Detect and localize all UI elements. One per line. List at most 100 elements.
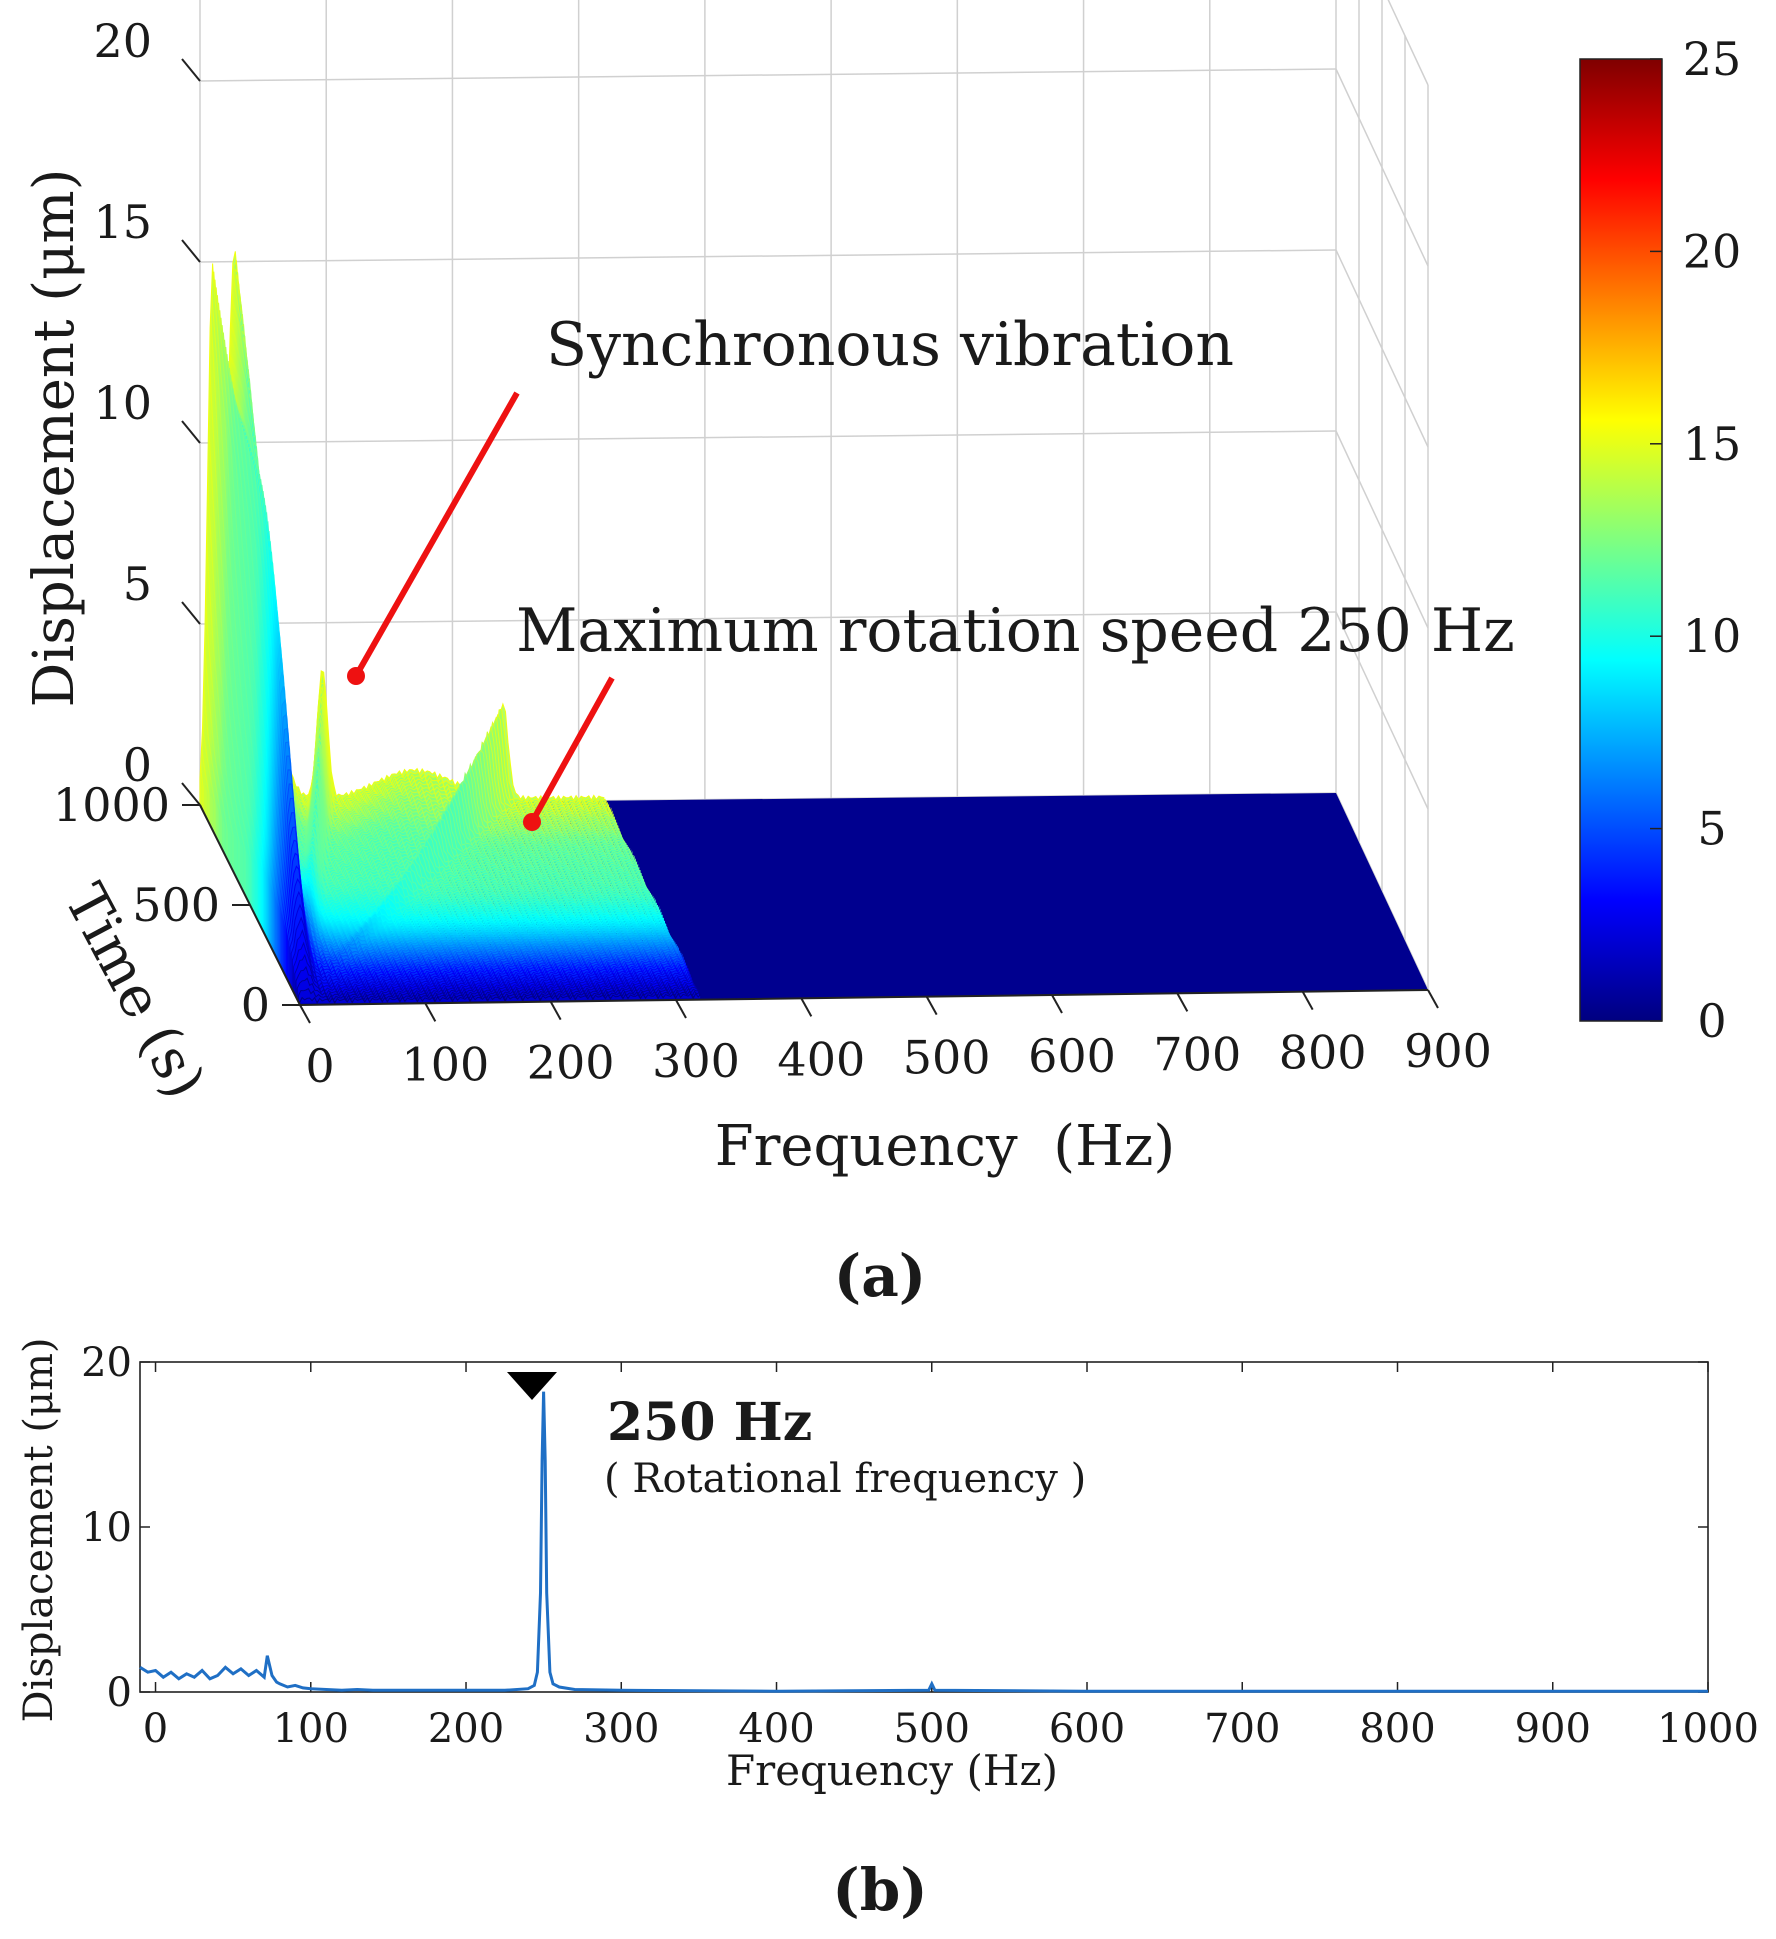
x-tick-label: 500 <box>903 1031 991 1085</box>
panel-b: 0 100 200 300 400 500 600 700 800 900 1000 0 10 20 2… <box>16 1338 1759 1925</box>
z-tick-label: 20 <box>93 14 152 68</box>
panel-b-y-axis-label: Displacement (μm) <box>16 1338 62 1723</box>
panel-b-peak-label: 250 Hz <box>607 1392 812 1453</box>
y-tick-label: 0 <box>107 1670 132 1716</box>
annotation-max-speed-dot <box>523 813 541 831</box>
x-tick-label: 600 <box>1049 1706 1125 1752</box>
x-tick-label: 1000 <box>1657 1706 1759 1752</box>
z-tick <box>181 420 201 444</box>
panel-b-plot-frame <box>139 1361 1709 1693</box>
x-tick-label: 700 <box>1153 1027 1241 1081</box>
annotation-max-speed: Maximum rotation speed 250 Hz <box>516 596 1515 831</box>
panel-a-label: (a) <box>834 1242 926 1310</box>
x-tick-label: 400 <box>777 1032 865 1086</box>
colorbar: 0 5 10 15 20 25 <box>1579 32 1741 1048</box>
colorbar-tick-label: 20 <box>1683 224 1742 278</box>
x-tick <box>1051 994 1063 1014</box>
z-tick <box>181 239 201 263</box>
x-tick-label: 900 <box>1404 1024 1492 1078</box>
x-tick <box>1176 992 1189 1012</box>
colorbar-tick-label: 5 <box>1697 802 1726 856</box>
panel-a-z-axis-label: Displacement (μm) <box>22 169 87 708</box>
panel-b-peak-marker <box>507 1372 557 1400</box>
grid-line <box>199 249 1337 263</box>
x-tick-label: 800 <box>1279 1026 1367 1080</box>
waterfall-slice <box>289 903 692 986</box>
time-tick-label: 0 <box>241 978 270 1032</box>
waterfall-slice <box>279 797 683 967</box>
waterfall-slice <box>278 783 682 964</box>
x-tick-label: 500 <box>894 1706 970 1752</box>
annotation-synchronous-label: Synchronous vibration <box>546 310 1234 380</box>
x-tick-label: 700 <box>1204 1706 1280 1752</box>
x-tick <box>925 996 938 1016</box>
x-tick <box>1427 989 1439 1009</box>
z-tick-label: 5 <box>123 557 152 611</box>
y-tick-label: 20 <box>81 1340 132 1386</box>
x-tick-label: 400 <box>738 1706 814 1752</box>
x-tick-label: 900 <box>1515 1706 1591 1752</box>
panel-b-y-tick-labels: 0 10 20 <box>81 1340 132 1716</box>
z-tick <box>181 58 201 82</box>
z-tick-label: 15 <box>93 195 152 249</box>
waterfall-slice <box>290 916 694 988</box>
x-tick <box>299 1004 311 1024</box>
x-tick-label: 800 <box>1359 1706 1435 1752</box>
colorbar-gradient <box>1579 58 1663 1022</box>
panel-a-x-tick-labels: 0 100 200 300 400 500 600 700 800 900 <box>299 989 1492 1093</box>
panel-b-peak-sublabel: ( Rotational frequency ) <box>604 1456 1086 1502</box>
waterfall-slice <box>287 878 690 981</box>
grid-line <box>199 68 1337 82</box>
colorbar-tick-labels: 0 5 10 15 20 25 <box>1650 32 1741 1048</box>
z-tick-label: 0 <box>123 738 152 792</box>
z-tick <box>181 782 201 806</box>
x-tick <box>675 999 687 1019</box>
time-tick-label: 1000 <box>53 778 170 832</box>
time-tick-label: 500 <box>132 878 220 932</box>
annotation-synchronous: Synchronous vibration <box>347 310 1234 685</box>
waterfall-slice <box>299 992 702 1005</box>
x-tick-label: 200 <box>527 1036 615 1090</box>
x-tick <box>1301 991 1314 1011</box>
annotation-synchronous-arrow <box>353 391 520 678</box>
panel-b-label: (b) <box>832 1856 927 1924</box>
grid-line <box>199 430 1337 444</box>
x-tick <box>800 997 813 1017</box>
waterfall-slice <box>281 812 684 969</box>
waterfall-slice <box>288 890 691 984</box>
x-tick <box>424 1002 437 1022</box>
x-tick-label: 100 <box>401 1037 489 1091</box>
x-tick-label: 0 <box>305 1039 334 1093</box>
x-tick <box>549 1001 562 1021</box>
colorbar-tick-label: 10 <box>1683 609 1742 663</box>
x-tick-label: 100 <box>273 1706 349 1752</box>
panel-a-x-axis-label: Frequency (Hz) <box>715 1114 1176 1179</box>
y-tick-label: 10 <box>81 1505 132 1551</box>
waterfall-slice <box>273 727 677 955</box>
panel-a-waterfall-surface <box>199 251 702 1005</box>
colorbar-tick-label: 15 <box>1683 417 1742 471</box>
colorbar-tick-label: 25 <box>1683 32 1742 86</box>
waterfall-slice <box>276 755 680 960</box>
waterfall-slice <box>275 741 678 957</box>
waterfall-slice <box>294 953 697 996</box>
grid-line <box>1387 0 1429 86</box>
annotation-max-speed-label: Maximum rotation speed 250 Hz <box>516 596 1515 666</box>
panel-b-x-axis-label: Frequency (Hz) <box>726 1746 1058 1795</box>
x-tick-label: 300 <box>652 1034 740 1088</box>
x-tick-label: 300 <box>583 1706 659 1752</box>
colorbar-tick-label: 0 <box>1697 994 1726 1048</box>
panel-a-time-tick-labels: 0 500 1000 <box>53 778 300 1032</box>
waterfall-slice <box>272 713 676 952</box>
z-tick <box>181 601 201 625</box>
annotation-synchronous-dot <box>347 667 365 685</box>
x-tick-label: 0 <box>143 1706 168 1752</box>
panel-b-ticks <box>140 1361 1709 1693</box>
waterfall-slice <box>277 769 681 962</box>
annotation-max-speed-arrow <box>529 676 615 824</box>
z-tick-label: 10 <box>93 376 152 430</box>
panel-b-series-line <box>139 1391 1708 1693</box>
